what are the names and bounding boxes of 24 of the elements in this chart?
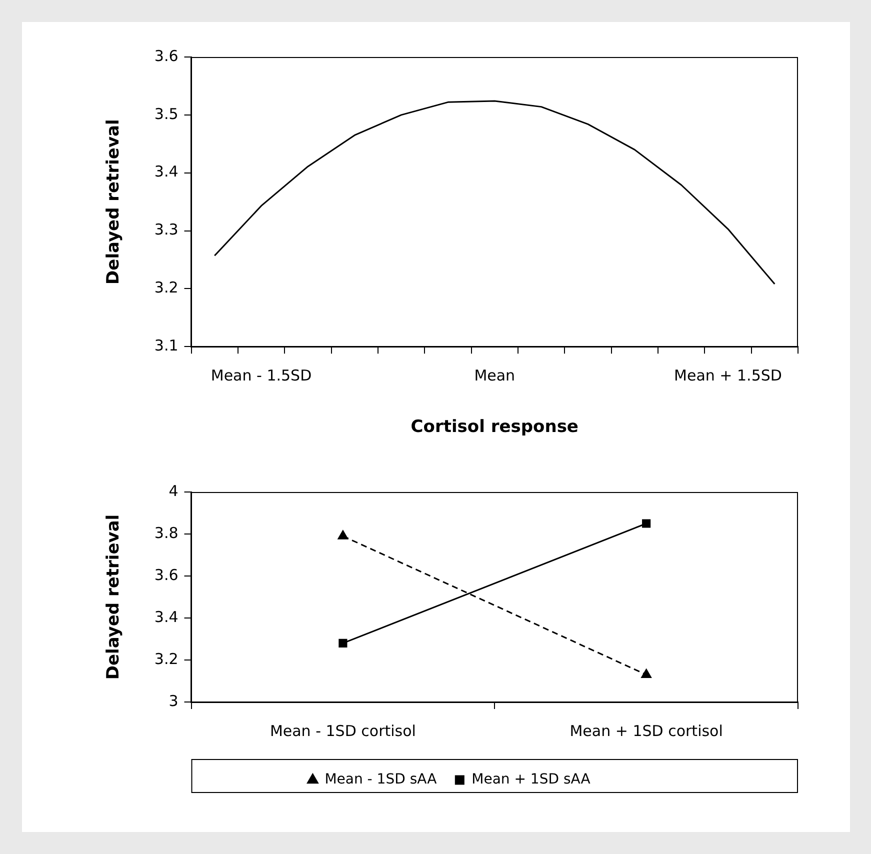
y-tick-label: 3.6	[154, 46, 178, 65]
point	[642, 519, 651, 528]
legend-label: Mean + 1SD sAA	[472, 772, 591, 788]
x-tick-label: Mean - 1SD cortisol	[270, 722, 416, 740]
x-tick-label: Mean + 1.5SD	[674, 366, 782, 384]
y-tick-label: 3.1	[154, 336, 178, 354]
y-tick-label: 3.2	[154, 650, 178, 668]
y-tick-label: 3.2	[154, 278, 178, 297]
y-tick-label: 4	[168, 482, 178, 500]
x-tick-label: Mean - 1.5SD	[210, 366, 312, 384]
y-tick-label: 3.4	[154, 608, 178, 626]
y-tick-label: 3	[168, 692, 178, 710]
y-axis-title: Delayed retrieval	[104, 514, 124, 680]
y-tick-label: 3.6	[154, 566, 178, 584]
y-tick-label: 3.4	[154, 162, 178, 181]
x-tick-label: Mean	[474, 366, 516, 384]
y-axis-title: Delayed retrieval	[104, 119, 124, 284]
y-tick-label: 3.8	[154, 524, 178, 542]
y-tick-label: 3.3	[154, 220, 178, 239]
x-axis-title: Cortisol response	[410, 417, 578, 438]
legend-label: Mean - 1SD sAA	[324, 772, 438, 788]
x-tick-label: Mean + 1SD cortisol	[570, 722, 723, 740]
point	[338, 638, 348, 648]
y-tick-label: 3.5	[154, 104, 178, 123]
